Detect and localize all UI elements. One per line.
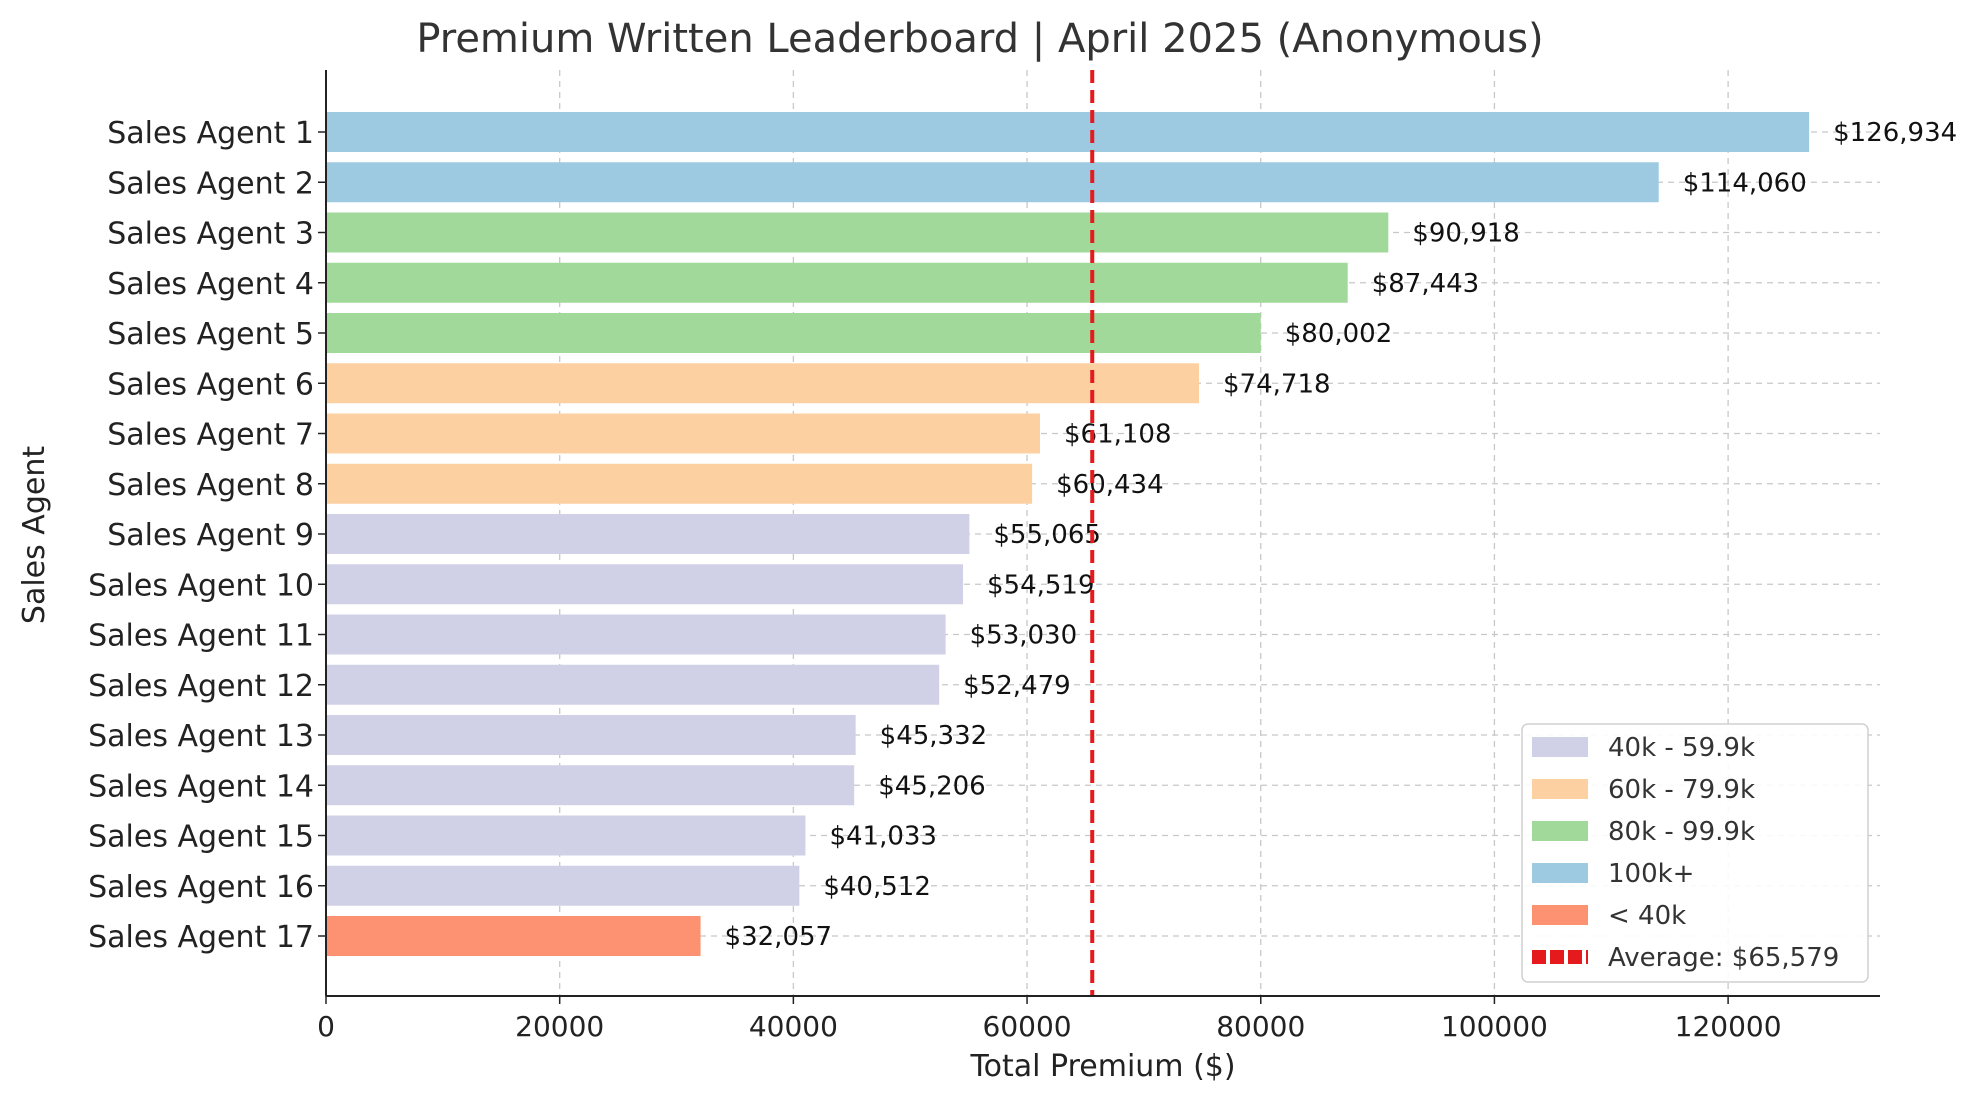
x-tick-label: 100000 — [1441, 1010, 1548, 1043]
y-axis-label: Sales Agent — [17, 446, 52, 624]
bar-value-label: $126,934 — [1833, 118, 1957, 148]
x-tick-label: 40000 — [749, 1010, 838, 1043]
y-tick-label: Sales Agent 8 — [107, 468, 314, 503]
legend-swatch — [1532, 779, 1588, 799]
y-tick-label: Sales Agent 5 — [107, 317, 314, 352]
y-tick-label: Sales Agent 6 — [107, 367, 314, 402]
bar — [326, 463, 1033, 504]
y-tick-label: Sales Agent 15 — [88, 820, 314, 855]
x-tick-labels: 0 20000 40000 60000 80000 100000 120000 — [317, 1010, 1781, 1043]
bar-value-label: $32,057 — [725, 922, 833, 952]
bar-value-label: $80,002 — [1285, 319, 1393, 349]
bar-value-labels: $126,934 $114,060 $90,918 $87,443 $80,002 $74… — [725, 118, 1958, 952]
legend-label: 40k - 59.9k — [1608, 733, 1755, 763]
y-tick-label: Sales Agent 2 — [107, 166, 314, 201]
axes — [318, 70, 1880, 1004]
bar-value-label: $41,033 — [829, 822, 937, 852]
legend-swatch — [1532, 821, 1588, 841]
bar — [326, 212, 1389, 253]
legend: 40k - 59.9k 60k - 79.9k 80k - 99.9k 100k+ < … — [1521, 723, 1869, 983]
y-tick-label: Sales Agent 11 — [88, 619, 314, 654]
y-tick-label: Sales Agent 16 — [88, 870, 314, 905]
bar — [326, 765, 855, 806]
bar — [326, 313, 1261, 353]
bar-value-label: $54,519 — [987, 570, 1095, 600]
bar — [326, 162, 1659, 203]
y-tick-label: Sales Agent 1 — [107, 116, 314, 151]
y-tick-label: Sales Agent 7 — [107, 418, 314, 453]
x-axis-label: Total Premium ($) — [969, 1049, 1235, 1084]
bar — [326, 564, 964, 605]
chart-title: Premium Written Leaderboard | April 2025… — [416, 16, 1543, 62]
bar-value-label: $114,060 — [1683, 168, 1807, 198]
bar — [326, 614, 946, 655]
bar — [326, 865, 800, 906]
bar-value-label: $53,030 — [970, 621, 1078, 651]
bar — [326, 262, 1348, 303]
y-tick-label: Sales Agent 10 — [88, 568, 314, 603]
bar — [326, 413, 1040, 454]
y-tick-label: Sales Agent 13 — [88, 719, 314, 754]
x-tick-label: 120000 — [1675, 1010, 1782, 1043]
bar-value-label: $45,332 — [880, 721, 988, 751]
legend-swatch — [1532, 905, 1588, 925]
legend-box — [1521, 723, 1869, 983]
legend-average-label: Average: $65,579 — [1608, 943, 1839, 973]
legend-label: 60k - 79.9k — [1608, 775, 1755, 805]
bar-value-label: $60,434 — [1056, 470, 1164, 500]
bar-value-label: $40,512 — [823, 872, 931, 902]
y-tick-label: Sales Agent 14 — [88, 769, 314, 804]
bar — [326, 664, 940, 705]
bar-value-label: $90,918 — [1412, 219, 1520, 249]
bars — [326, 112, 1810, 956]
bar — [326, 514, 970, 554]
y-tick-labels: Sales Agent 1 Sales Agent 2 Sales Agent 3 S… — [88, 116, 314, 955]
legend-swatch — [1532, 737, 1588, 757]
bar — [326, 916, 701, 956]
bar — [326, 815, 806, 856]
bar-value-label: $61,108 — [1064, 420, 1172, 450]
bar-value-label: $55,065 — [993, 520, 1101, 550]
bar-value-label: $74,718 — [1223, 369, 1331, 399]
x-tick-label: 20000 — [515, 1010, 604, 1043]
y-tick-label: Sales Agent 17 — [88, 920, 314, 955]
y-tick-label: Sales Agent 3 — [107, 217, 314, 252]
legend-swatch — [1532, 863, 1588, 883]
bar — [326, 715, 856, 755]
bar-value-label: $45,206 — [878, 771, 986, 801]
x-tick-label: 80000 — [1216, 1010, 1305, 1043]
legend-label: 80k - 99.9k — [1608, 817, 1755, 847]
x-tick-label: 0 — [317, 1010, 335, 1043]
legend-label: 100k+ — [1608, 859, 1694, 889]
bar-value-label: $87,443 — [1372, 269, 1480, 299]
y-tick-label: Sales Agent 12 — [88, 669, 314, 704]
x-tick-label: 60000 — [983, 1010, 1072, 1043]
bar — [326, 363, 1200, 404]
y-tick-label: Sales Agent 4 — [107, 267, 314, 302]
bar — [326, 112, 1810, 152]
legend-label: < 40k — [1608, 901, 1686, 931]
bar-value-label: $52,479 — [963, 671, 1071, 701]
y-tick-label: Sales Agent 9 — [107, 518, 314, 553]
